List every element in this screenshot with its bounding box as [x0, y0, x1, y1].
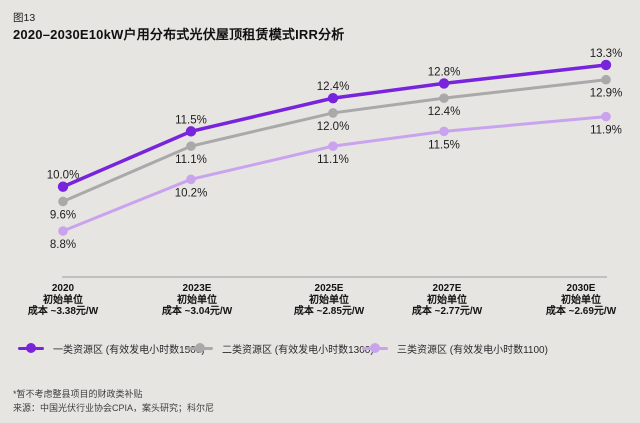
x-axis-sub1: 初始单位	[427, 294, 467, 306]
x-axis-sub2: 成本 ~2.69元/W	[545, 306, 617, 317]
data-point-marker	[601, 111, 611, 122]
x-axis-year: 2023E	[182, 283, 212, 294]
footnote: *暂不考虑整县项目的财政类补贴	[13, 389, 143, 399]
data-point-label: 12.4%	[428, 106, 461, 118]
source-line: 来源：中国光伏行业协会CPIA，案头研究；科尔尼	[13, 403, 215, 413]
x-axis-sub2: 成本 ~2.77元/W	[411, 306, 483, 317]
dot-marker-icon	[195, 343, 205, 353]
x-axis-sub1: 初始单位	[177, 294, 217, 306]
data-point-marker	[186, 141, 196, 151]
legend-marker-zone1	[18, 343, 44, 353]
data-point-label: 8.8%	[50, 239, 76, 251]
dot-marker-icon	[370, 343, 380, 353]
legend-item-zone1: 一类资源区 (有效发电小时数1500)	[18, 341, 205, 356]
data-point-label: 11.1%	[175, 154, 207, 166]
data-point-marker	[601, 74, 611, 85]
data-point-marker	[328, 108, 338, 118]
x-axis-sub2: 成本 ~2.85元/W	[293, 306, 365, 317]
data-point-label: 10.0%	[47, 170, 80, 182]
legend-marker-zone2	[187, 343, 213, 353]
dot-marker-icon	[26, 343, 36, 353]
figure-number: 图13	[13, 12, 36, 24]
irr-line-chart: 10.0% 11.5% 12.4% 12.8% 13.3% 9.6% 11.1% 12.0% 1…	[47, 48, 623, 278]
data-point-marker	[328, 141, 338, 151]
x-axis-label-2027e: 2027E 初始单位 成本 ~2.77元/W	[377, 283, 517, 318]
legend-item-zone2: 二类资源区 (有效发电小时数1300)	[187, 341, 374, 356]
data-point-label: 12.4%	[317, 81, 350, 93]
data-point-label: 11.9%	[590, 125, 622, 137]
data-point-marker	[438, 78, 450, 89]
data-point-label: 9.6%	[50, 209, 76, 221]
x-axis-label-2025e: 2025E 初始单位 成本 ~2.85元/W	[259, 283, 399, 318]
data-point-label: 11.1%	[317, 154, 349, 166]
data-point-marker	[58, 226, 68, 236]
data-point-label: 12.9%	[590, 88, 623, 100]
x-axis-sub1: 初始单位	[561, 294, 601, 306]
data-point-marker	[327, 92, 339, 104]
series-line-3	[61, 115, 608, 233]
x-axis-label-2020: 2020 初始单位 成本 ~3.38元/W	[0, 283, 133, 318]
legend-label: 一类资源区 (有效发电小时数1500)	[53, 344, 205, 356]
data-point-marker	[439, 93, 449, 103]
x-axis-sub1: 初始单位	[309, 294, 349, 306]
x-axis-sub2: 成本 ~3.38元/W	[27, 306, 99, 317]
x-axis-year: 2027E	[432, 283, 462, 294]
figure-title: 2020–2030E10kW户用分布式光伏屋顶租赁模式IRR分析	[13, 27, 345, 42]
legend-label: 二类资源区 (有效发电小时数1300)	[222, 344, 374, 356]
data-point-label: 11.5%	[428, 139, 460, 151]
data-point-label: 12.8%	[428, 66, 461, 78]
data-point-label: 11.5%	[175, 114, 207, 126]
x-axis-label-2023e: 2023E 初始单位 成本 ~3.04元/W	[127, 283, 267, 318]
legend-marker-zone3	[362, 343, 388, 353]
x-axis-sub1: 初始单位	[43, 294, 83, 306]
x-axis-year: 2020	[51, 283, 75, 294]
data-point-label: 10.2%	[175, 187, 208, 199]
data-point-marker	[185, 126, 197, 137]
data-point-marker	[600, 59, 612, 71]
data-point-marker	[58, 196, 68, 207]
x-axis-sub2: 成本 ~3.04元/W	[161, 306, 233, 317]
x-axis-year: 2025E	[314, 283, 344, 294]
data-point-marker	[186, 174, 196, 185]
legend-item-zone3: 三类资源区 (有效发电小时数1100)	[362, 341, 548, 356]
x-axis-year: 2030E	[566, 283, 596, 294]
data-point-marker	[439, 126, 449, 137]
data-point-label: 12.0%	[317, 121, 350, 133]
data-point-marker	[57, 181, 69, 192]
x-axis-label-2030e: 2030E 初始单位 成本 ~2.69元/W	[511, 283, 640, 318]
data-point-label: 13.3%	[590, 48, 623, 60]
legend-label: 三类资源区 (有效发电小时数1100)	[397, 344, 548, 356]
